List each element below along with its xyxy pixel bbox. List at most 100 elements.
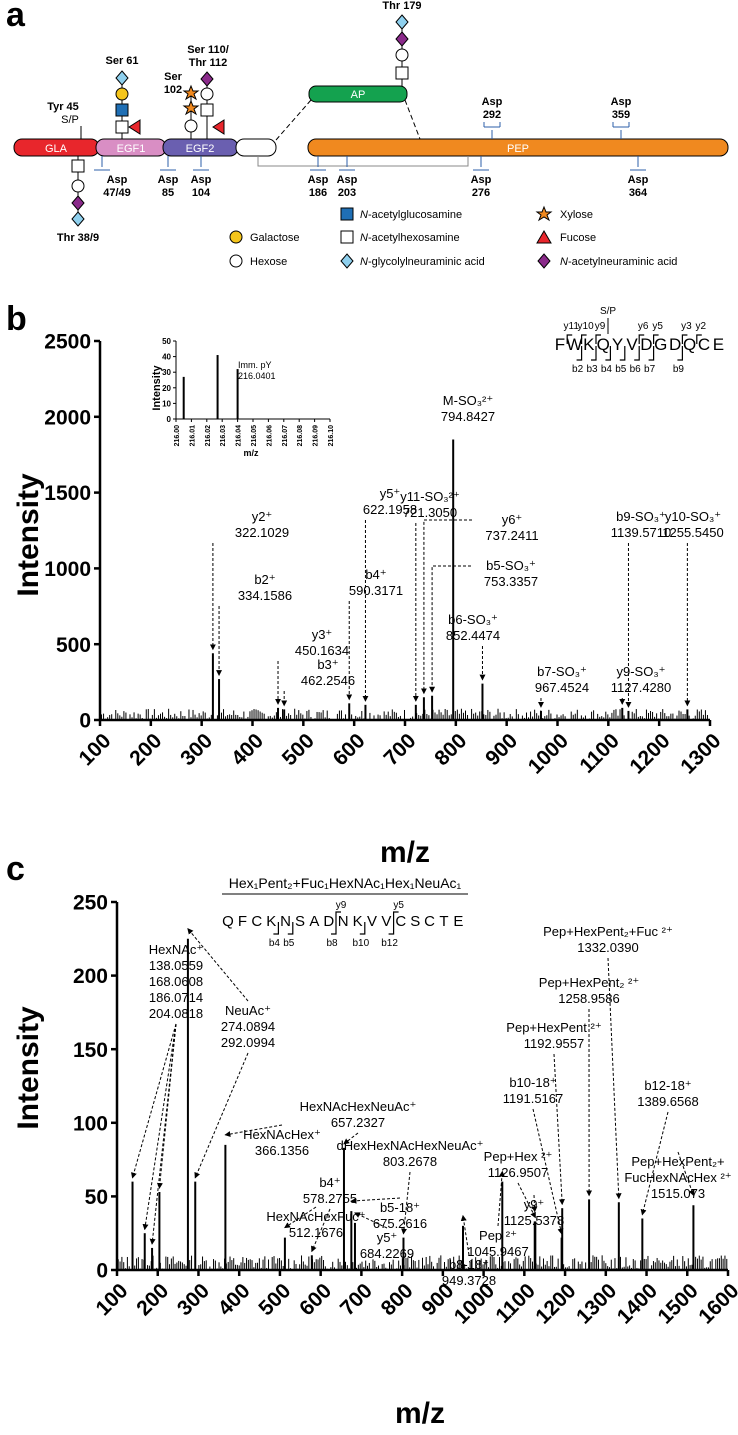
c-y-ion-bracket [393,911,399,922]
c-annotation-arrow [354,1212,388,1229]
ser61-glycan: Ser 61 [105,55,141,139]
b-y-ion-bracket [681,334,688,344]
c-annotation-label: 1258.9586 [558,991,619,1006]
b-annotation-label: 967.4524 [535,680,589,695]
legend-glcnac: N-acetylglucosamine [360,209,462,221]
c-annotation-label: 657.2327 [331,1115,385,1130]
thr179-label: Thr 179 [382,0,421,12]
inset-annotation-1: Imm. pY [238,360,272,370]
b-annotation-label: y6⁺ [502,512,523,527]
neugc-symbol [71,211,85,227]
c-y-ion-bracket [335,911,341,922]
c-annotation-label: Pep+HexPent ²⁺ [506,1020,601,1035]
c-b-ion-bracket [287,922,294,935]
c-residue: N [338,913,349,930]
inset-y-tick-label: 30 [162,368,171,377]
c-annotation-arrow [497,1170,505,1227]
c-annotation-arrow [142,1023,177,1231]
ap-label: AP [351,89,366,101]
asp203-label-2: 203 [338,187,356,199]
c-b-ion-label: b8 [326,938,338,949]
b-y-ion-label: y11 [564,321,580,332]
b-y-ion-bracket [653,334,659,344]
b-annotation-label: 1139.5710 [611,525,672,540]
asp186-label-1: Asp [308,174,329,186]
b-residue: Q [683,335,696,354]
b-annotation-label: M-SO₃²⁺ [443,393,493,408]
glcnac-symbol [115,103,129,117]
thr389-label: Thr 38/9 [57,232,99,244]
c-annotation-label: 578.2755 [303,1191,357,1206]
x-tick-label: 800 [377,1279,418,1320]
c-residue: C [395,913,406,930]
asp292-site: Asp 292 [482,96,503,139]
c-annotation-label: NeuAc⁺ [225,1003,271,1018]
inset-x-tick-label: 216.03 [220,425,227,447]
b-annotation-label: b3⁺ [317,657,338,672]
asp203-label-1: Asp [337,174,358,186]
x-tick-label: 1500 [654,1279,703,1328]
asp104-label-1: Asp [191,174,212,186]
c-annotation-label: 684.2269 [360,1246,414,1261]
panel-a-letter: a [6,0,26,34]
c-residue: D [323,913,334,930]
x-tick-label: 300 [176,729,217,770]
c-annotation-label: 949.3728 [442,1273,496,1288]
thr389-glycan: Thr 38/9 [57,156,99,244]
legend-glcnac-icon [340,207,354,221]
b-annotation-label: 334.1586 [238,588,292,603]
legend-xylose: Xylose [560,209,593,221]
y-tick-label: 200 [73,965,108,988]
c-annotation-arrow [284,1206,317,1229]
legend-hexnac: N-acetylhexosamine [360,232,460,244]
b-annotation-arrow [420,519,472,695]
c-annotation-label: FucHexNAcHex ²⁺ [624,1170,731,1185]
b-annotation-label: 794.8427 [441,409,495,424]
c-annotation-label: 186.0714 [149,990,203,1005]
c-residue: T [439,913,448,930]
x-tick-label: 700 [336,1279,377,1320]
asp-group-icon [483,122,501,139]
b-annotation-label: 450.1634 [295,643,349,658]
x-tick-label: 1000 [524,729,573,778]
c-annotation-label: dHexHexNAcHexNeuAc⁺ [336,1138,483,1153]
fucose-symbol [128,119,141,135]
b-b-ion-label: b7 [644,364,656,375]
c-residue: N [280,913,291,930]
c-annotation-arrow [531,1194,538,1213]
x-tick-label: 800 [430,729,471,770]
c-residue: Q [222,913,234,930]
b-annotation-arrow [429,565,471,693]
asp-group-icon [630,156,646,171]
y-tick-label: 250 [73,892,108,915]
linker-domain [235,138,277,157]
inset-x-tick-label: 216.08 [297,425,304,447]
c-residue: C [424,913,435,930]
c-annotation-label: 1191.5167 [503,1091,564,1106]
b-annotation-label: y2⁺ [252,509,273,524]
b-b-ion-label: b4 [601,364,613,375]
neugc-symbol [115,70,129,86]
hexose-symbol [395,48,409,62]
legend-galactose: Galactose [250,232,300,244]
b-residue: C [698,335,710,354]
asp276-label-2: 276 [472,187,490,199]
x-tick-label: 200 [125,729,166,770]
b-residue: E [713,335,724,354]
c-annotation-arrow [517,1182,536,1219]
b-y-ion-label: y5 [652,321,663,332]
inset-y-tick-label: 40 [162,353,171,362]
neuac-symbol [395,31,409,47]
ser110-label-1: Ser 110/ [187,44,229,56]
legend-hexose: Hexose [250,256,287,268]
ser102-label-1: Ser [164,71,182,83]
x-tick-label: 400 [227,729,268,770]
ap-dash-right [404,99,421,140]
c-b-ion-label: b12 [381,938,398,949]
c-annotation-arrow [532,1108,564,1235]
asp-group-icon [339,156,355,171]
panel-b-letter: b [6,300,27,338]
